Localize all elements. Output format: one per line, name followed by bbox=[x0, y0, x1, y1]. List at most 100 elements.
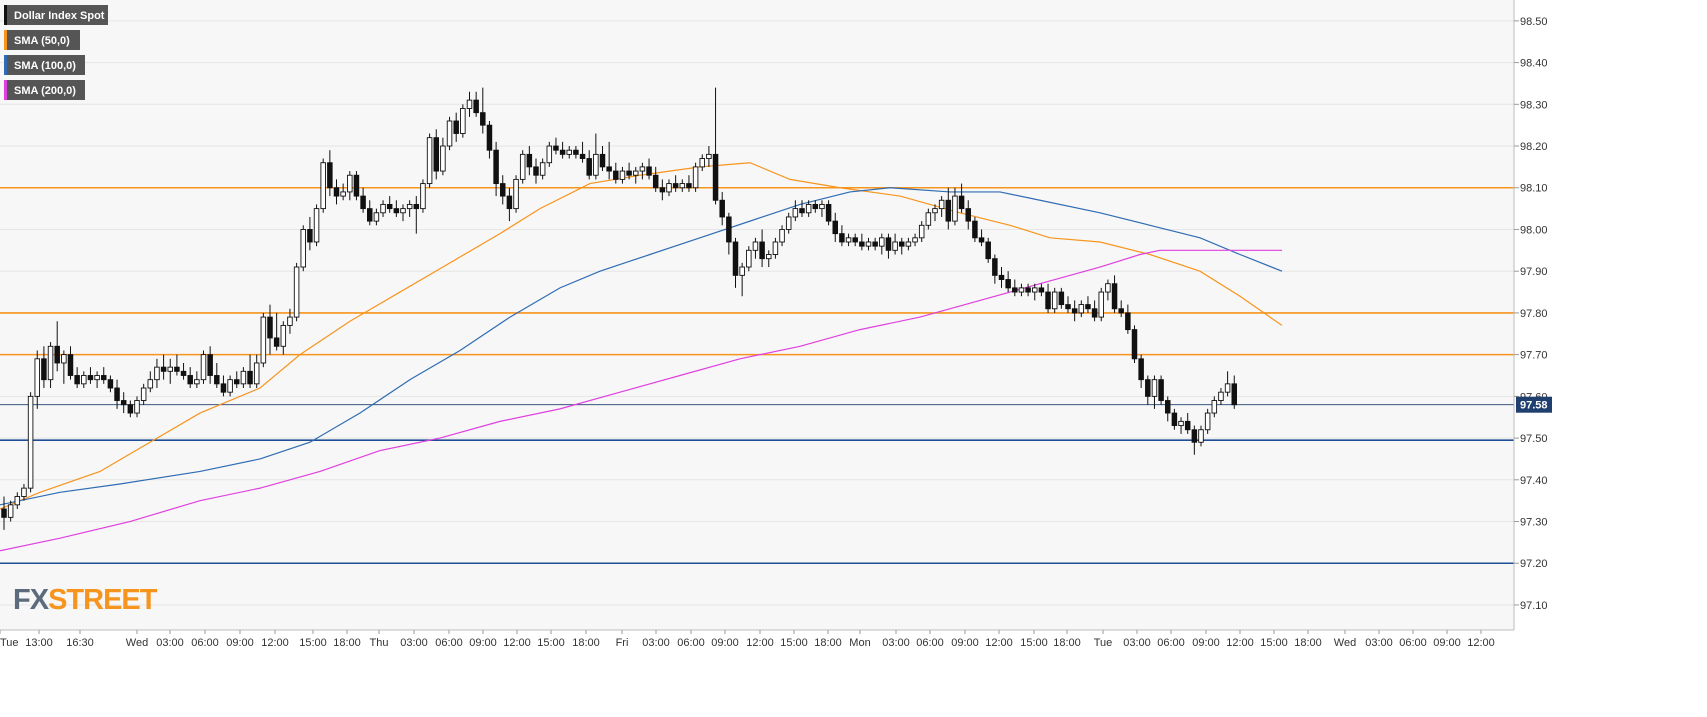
candle-body bbox=[1125, 312, 1131, 331]
candle-body bbox=[872, 241, 878, 247]
candle-body bbox=[333, 187, 340, 197]
candle-body bbox=[912, 237, 918, 243]
candle-body bbox=[805, 203, 812, 214]
candle-body bbox=[253, 362, 260, 385]
candle-body bbox=[327, 162, 333, 189]
candle-body bbox=[160, 366, 167, 372]
candle-body bbox=[367, 208, 373, 222]
candle bbox=[1005, 271, 1011, 293]
plot-area[interactable] bbox=[0, 0, 1514, 630]
candle-body bbox=[107, 379, 114, 389]
candle-body bbox=[47, 345, 54, 381]
x-tick-label: Tue bbox=[1094, 637, 1113, 649]
candle bbox=[912, 233, 918, 247]
candle-body bbox=[546, 145, 553, 164]
candle bbox=[440, 137, 446, 176]
candle-body bbox=[659, 187, 666, 193]
candle-body bbox=[885, 237, 892, 251]
candle bbox=[446, 116, 453, 151]
candle-body bbox=[41, 358, 47, 381]
candle bbox=[712, 87, 719, 205]
candle bbox=[579, 141, 586, 163]
candle-body bbox=[360, 195, 366, 210]
candle bbox=[619, 166, 626, 184]
candle bbox=[214, 362, 220, 389]
candle-body bbox=[965, 208, 972, 222]
candle bbox=[566, 146, 573, 159]
candle bbox=[539, 158, 546, 180]
candle bbox=[7, 500, 14, 522]
last-price-value: 97.58 bbox=[1520, 400, 1548, 412]
candle bbox=[167, 358, 173, 384]
candle bbox=[626, 162, 632, 180]
candle-body bbox=[752, 241, 759, 251]
candle-body bbox=[373, 212, 380, 222]
candle bbox=[899, 237, 905, 255]
candle-body bbox=[14, 496, 21, 506]
x-tick-label: 12:00 bbox=[503, 637, 531, 649]
candle-body bbox=[260, 316, 267, 364]
candle bbox=[127, 400, 134, 418]
candle bbox=[327, 150, 333, 197]
candle-body bbox=[772, 241, 779, 255]
x-tick-label: 06:00 bbox=[191, 637, 219, 649]
candle bbox=[1065, 296, 1071, 313]
x-tick-label: 06:00 bbox=[435, 637, 463, 649]
candle-body bbox=[865, 241, 872, 247]
legend-box bbox=[4, 30, 80, 50]
x-axis: Tue 13:00 16:30 Wed 03:00 06:00 09:00 12:00 15:0… bbox=[0, 629, 1514, 649]
candle bbox=[367, 200, 373, 226]
candle-body bbox=[606, 166, 612, 172]
candle-body bbox=[905, 241, 912, 247]
candle-body bbox=[686, 183, 692, 189]
y-tick-label: 98.20 bbox=[1520, 141, 1548, 153]
candle bbox=[972, 216, 978, 242]
candle-body bbox=[67, 354, 74, 376]
candle bbox=[1098, 287, 1104, 322]
candle bbox=[393, 200, 400, 217]
candle bbox=[1038, 283, 1045, 297]
legend-swatch bbox=[4, 80, 7, 100]
candle bbox=[307, 216, 313, 251]
candle-body bbox=[1018, 287, 1025, 293]
last-price-tag: 97.58 bbox=[1516, 396, 1552, 413]
candle bbox=[67, 346, 74, 380]
candle bbox=[978, 229, 985, 247]
candle bbox=[180, 362, 187, 380]
candle-body bbox=[1105, 283, 1111, 293]
candle bbox=[785, 212, 792, 234]
x-tick-label: Tue bbox=[0, 637, 19, 649]
candle bbox=[1138, 354, 1144, 389]
candle bbox=[945, 187, 952, 230]
candle-body bbox=[386, 203, 393, 210]
candle-body bbox=[666, 183, 672, 193]
candle bbox=[879, 233, 885, 255]
candle-body bbox=[273, 337, 280, 347]
candle-body bbox=[174, 366, 180, 372]
candle-body bbox=[892, 241, 898, 251]
candle bbox=[227, 375, 233, 397]
candle bbox=[1151, 375, 1158, 409]
x-tick-label: 18:00 bbox=[814, 637, 842, 649]
candle-body bbox=[233, 379, 240, 385]
candle bbox=[852, 233, 858, 247]
candle-body bbox=[1198, 429, 1204, 443]
candle-body bbox=[646, 166, 652, 176]
x-tick-label: 12:00 bbox=[746, 637, 774, 649]
x-tick-label: 15:00 bbox=[780, 637, 808, 649]
candle bbox=[260, 312, 267, 368]
y-axis: 98.50 98.40 98.30 98.20 98.10 98.00 97.90 97.80… bbox=[1513, 0, 1548, 630]
candle bbox=[1224, 371, 1231, 397]
candle bbox=[965, 200, 972, 230]
legend-label: SMA (100,0) bbox=[14, 60, 76, 72]
fxstreet-logo: FXSTREET bbox=[13, 584, 159, 616]
candle-body bbox=[825, 203, 832, 222]
candle-body bbox=[832, 220, 839, 235]
candle-body bbox=[593, 153, 599, 176]
candle bbox=[1012, 279, 1018, 297]
candle-body bbox=[100, 375, 107, 381]
candle-body bbox=[340, 191, 346, 197]
candle bbox=[160, 354, 167, 380]
candle bbox=[845, 233, 852, 247]
